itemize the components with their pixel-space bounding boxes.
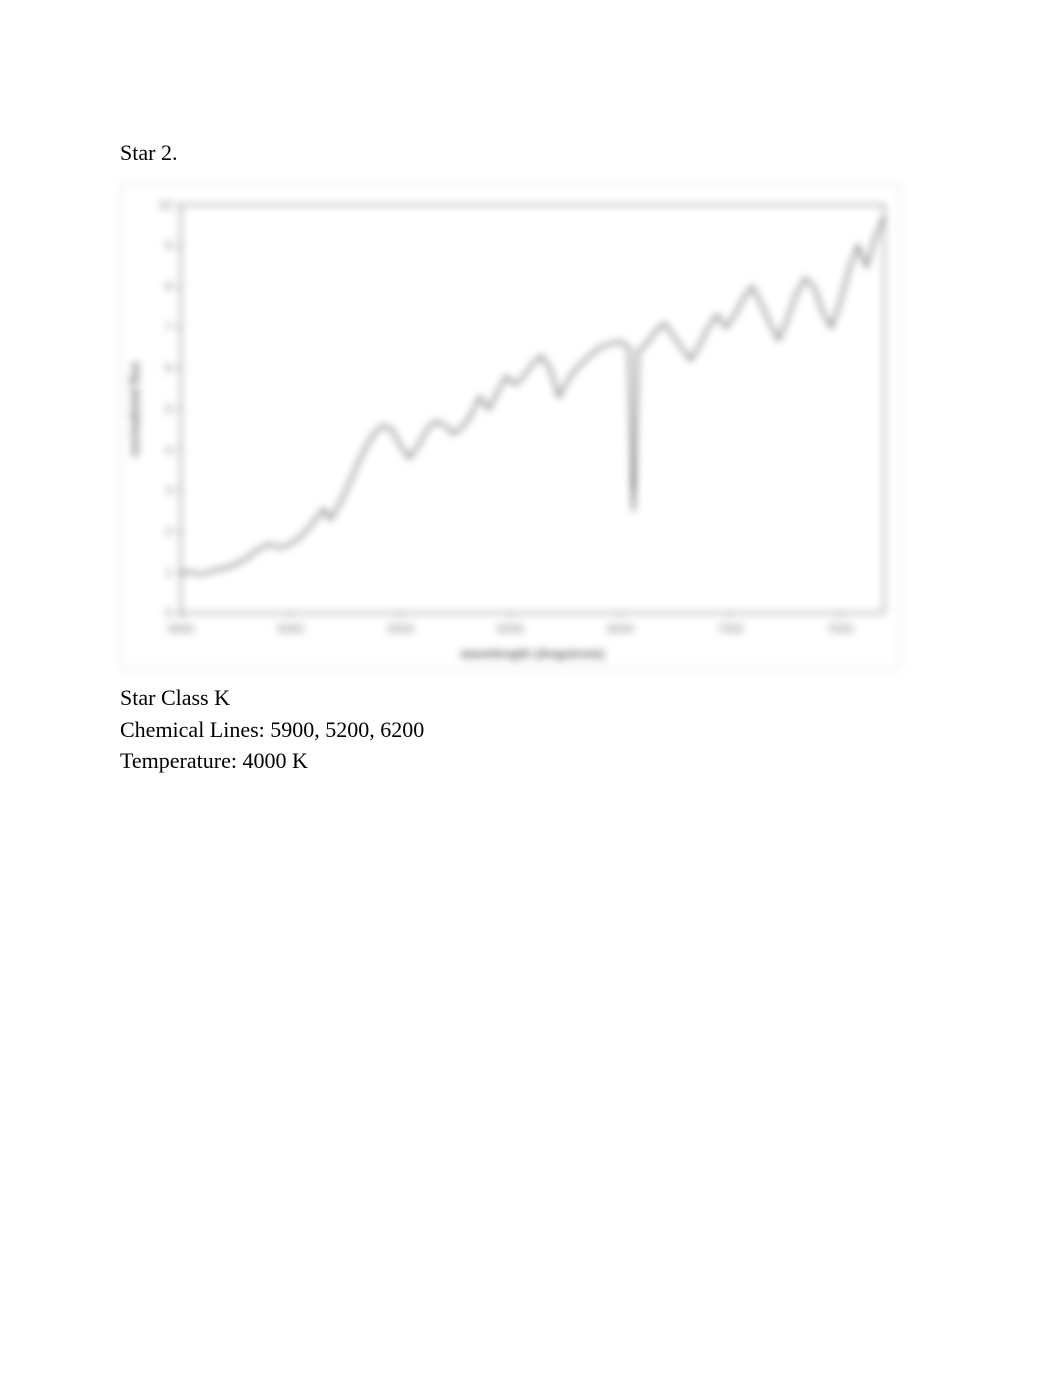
page-heading: Star 2. (120, 140, 942, 166)
svg-text:5500: 5500 (387, 622, 414, 636)
svg-text:0: 0 (165, 606, 172, 620)
svg-text:wavelength (Angstrom): wavelength (Angstrom) (460, 646, 605, 661)
svg-text:10: 10 (159, 198, 173, 212)
caption-chemical-lines: Chemical Lines: 5900, 5200, 6200 (120, 715, 942, 745)
svg-text:6: 6 (165, 361, 172, 375)
svg-text:8: 8 (165, 280, 172, 294)
caption-block: Star Class K Chemical Lines: 5900, 5200,… (120, 683, 942, 776)
svg-text:5: 5 (165, 402, 172, 416)
caption-temperature: Temperature: 4000 K (120, 746, 942, 776)
svg-text:6500: 6500 (607, 622, 634, 636)
svg-text:5000: 5000 (277, 622, 304, 636)
svg-text:7: 7 (165, 320, 172, 334)
svg-text:4: 4 (165, 443, 172, 457)
svg-text:9: 9 (165, 239, 172, 253)
caption-star-class: Star Class K (120, 683, 942, 713)
svg-text:7000: 7000 (717, 622, 744, 636)
svg-text:2: 2 (165, 525, 172, 539)
svg-text:4500: 4500 (168, 622, 195, 636)
svg-text:1: 1 (165, 565, 172, 579)
svg-text:7500: 7500 (827, 622, 854, 636)
svg-text:normalized flux: normalized flux (127, 361, 142, 457)
svg-text:6000: 6000 (497, 622, 524, 636)
spectrum-chart: 0 1 2 3 4 5 6 7 8 9 10 4500 5000 5500 6000 6500 7000 7500… (120, 184, 900, 669)
spectrum-chart-svg: 0 1 2 3 4 5 6 7 8 9 10 4500 5000 5500 6000 6500 7000 7500… (121, 185, 899, 668)
svg-text:3: 3 (165, 484, 172, 498)
